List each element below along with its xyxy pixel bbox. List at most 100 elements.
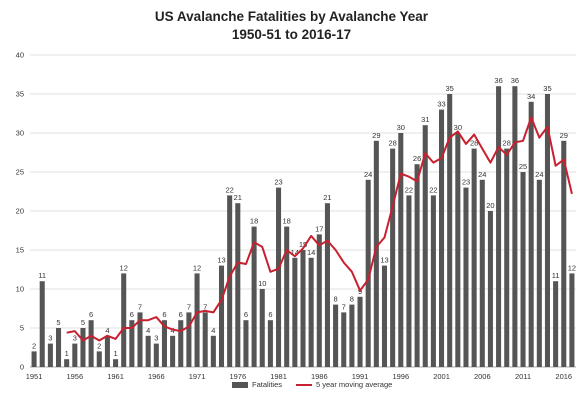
bar — [439, 109, 445, 367]
bar — [104, 335, 110, 367]
bar-value-label: 6 — [268, 310, 272, 319]
bar — [528, 101, 534, 368]
bar-value-label: 4 — [146, 326, 150, 335]
bar — [496, 86, 502, 367]
bar-value-label: 6 — [162, 310, 166, 319]
x-tick-label: 1951 — [26, 372, 43, 381]
bar — [31, 351, 37, 367]
x-tick-label: 1986 — [311, 372, 328, 381]
bar-value-label: 10 — [258, 279, 266, 288]
bar-value-label: 28 — [470, 139, 478, 148]
bar-value-label: 8 — [350, 295, 354, 304]
bar — [227, 195, 233, 367]
bar — [553, 281, 559, 367]
bar — [161, 320, 167, 367]
bar-value-label: 26 — [413, 154, 421, 163]
bar-value-label: 12 — [120, 263, 128, 272]
y-tick-label: 5 — [20, 324, 24, 333]
bar-value-label: 20 — [486, 201, 494, 210]
x-tick-label: 1961 — [107, 372, 124, 381]
legend-label-bars: Fatalities — [252, 380, 282, 389]
y-tick-label: 35 — [16, 90, 24, 99]
bar — [300, 250, 306, 367]
bar-value-label: 7 — [187, 302, 191, 311]
bar — [64, 359, 70, 367]
bar — [487, 211, 493, 367]
legend-swatch-bars — [232, 382, 248, 388]
x-tick-label: 2016 — [555, 372, 572, 381]
y-tick-label: 20 — [16, 207, 24, 216]
bar-value-label: 23 — [462, 178, 470, 187]
x-tick-label: 2006 — [474, 372, 491, 381]
bar-value-label: 7 — [203, 302, 207, 311]
bar — [504, 148, 510, 367]
bar — [284, 226, 290, 367]
legend-label-line: 5 year moving average — [316, 380, 392, 389]
bar — [80, 328, 86, 367]
bar-value-label: 4 — [105, 326, 109, 335]
bar-value-label: 24 — [478, 170, 486, 179]
y-tick-label: 0 — [20, 363, 24, 372]
bar — [47, 343, 53, 367]
bar-value-label: 30 — [397, 123, 405, 132]
bar — [479, 179, 485, 367]
bar — [341, 312, 347, 367]
bar — [381, 265, 388, 367]
bar — [121, 273, 127, 367]
bar-value-label: 15 — [299, 240, 307, 249]
bar — [365, 179, 371, 367]
bar-value-label: 2 — [97, 341, 101, 350]
bar — [210, 335, 216, 367]
y-tick-label: 30 — [16, 129, 24, 138]
bar — [276, 187, 282, 367]
bar-value-label: 8 — [334, 295, 338, 304]
bar — [471, 148, 477, 367]
bar — [202, 312, 208, 367]
bar — [145, 335, 151, 367]
bar-value-label: 21 — [234, 193, 242, 202]
bar-value-label: 28 — [503, 139, 511, 148]
bar — [243, 320, 249, 367]
bar — [406, 195, 412, 367]
bar — [55, 328, 62, 367]
chart-subtitle: 1950-51 to 2016-17 — [231, 27, 352, 42]
y-tick-label: 25 — [16, 168, 24, 177]
bar-value-label: 2 — [32, 341, 36, 350]
bar — [186, 312, 192, 367]
bar — [398, 133, 404, 367]
bar-value-label: 3 — [154, 334, 158, 343]
x-tick-label: 1966 — [148, 372, 165, 381]
bar-value-label: 14 — [307, 248, 315, 257]
bar — [324, 203, 330, 367]
bar-value-label: 24 — [535, 170, 543, 179]
bar — [88, 320, 94, 367]
x-tick-label: 1971 — [189, 372, 206, 381]
bar-value-label: 36 — [494, 76, 502, 85]
bar-value-label: 1 — [113, 349, 117, 358]
bar-value-label: 7 — [342, 302, 346, 311]
bar — [414, 164, 420, 367]
bar-value-label: 22 — [225, 185, 233, 194]
chart-title: US Avalanche Fatalities by Avalanche Yea… — [154, 9, 429, 24]
bar-value-label: 13 — [217, 256, 225, 265]
y-tick-label: 15 — [16, 246, 24, 255]
y-tick-label: 40 — [16, 51, 24, 60]
bar-value-label: 21 — [323, 193, 331, 202]
bar — [153, 343, 159, 367]
bar — [267, 320, 273, 367]
bar — [430, 195, 436, 367]
bar-value-label: 5 — [56, 318, 60, 327]
bar — [536, 179, 542, 367]
bar — [357, 296, 363, 367]
bar — [251, 226, 257, 367]
bar-value-label: 6 — [244, 310, 248, 319]
bar-value-label: 29 — [560, 131, 568, 140]
bar — [455, 133, 461, 367]
bar-value-label: 23 — [274, 178, 282, 187]
bar — [259, 289, 265, 367]
x-tick-label: 1976 — [229, 372, 246, 381]
bar — [39, 281, 45, 367]
bar-value-label: 14 — [291, 248, 299, 257]
bar-value-label: 11 — [38, 271, 46, 280]
moving-average-line — [66, 116, 573, 342]
